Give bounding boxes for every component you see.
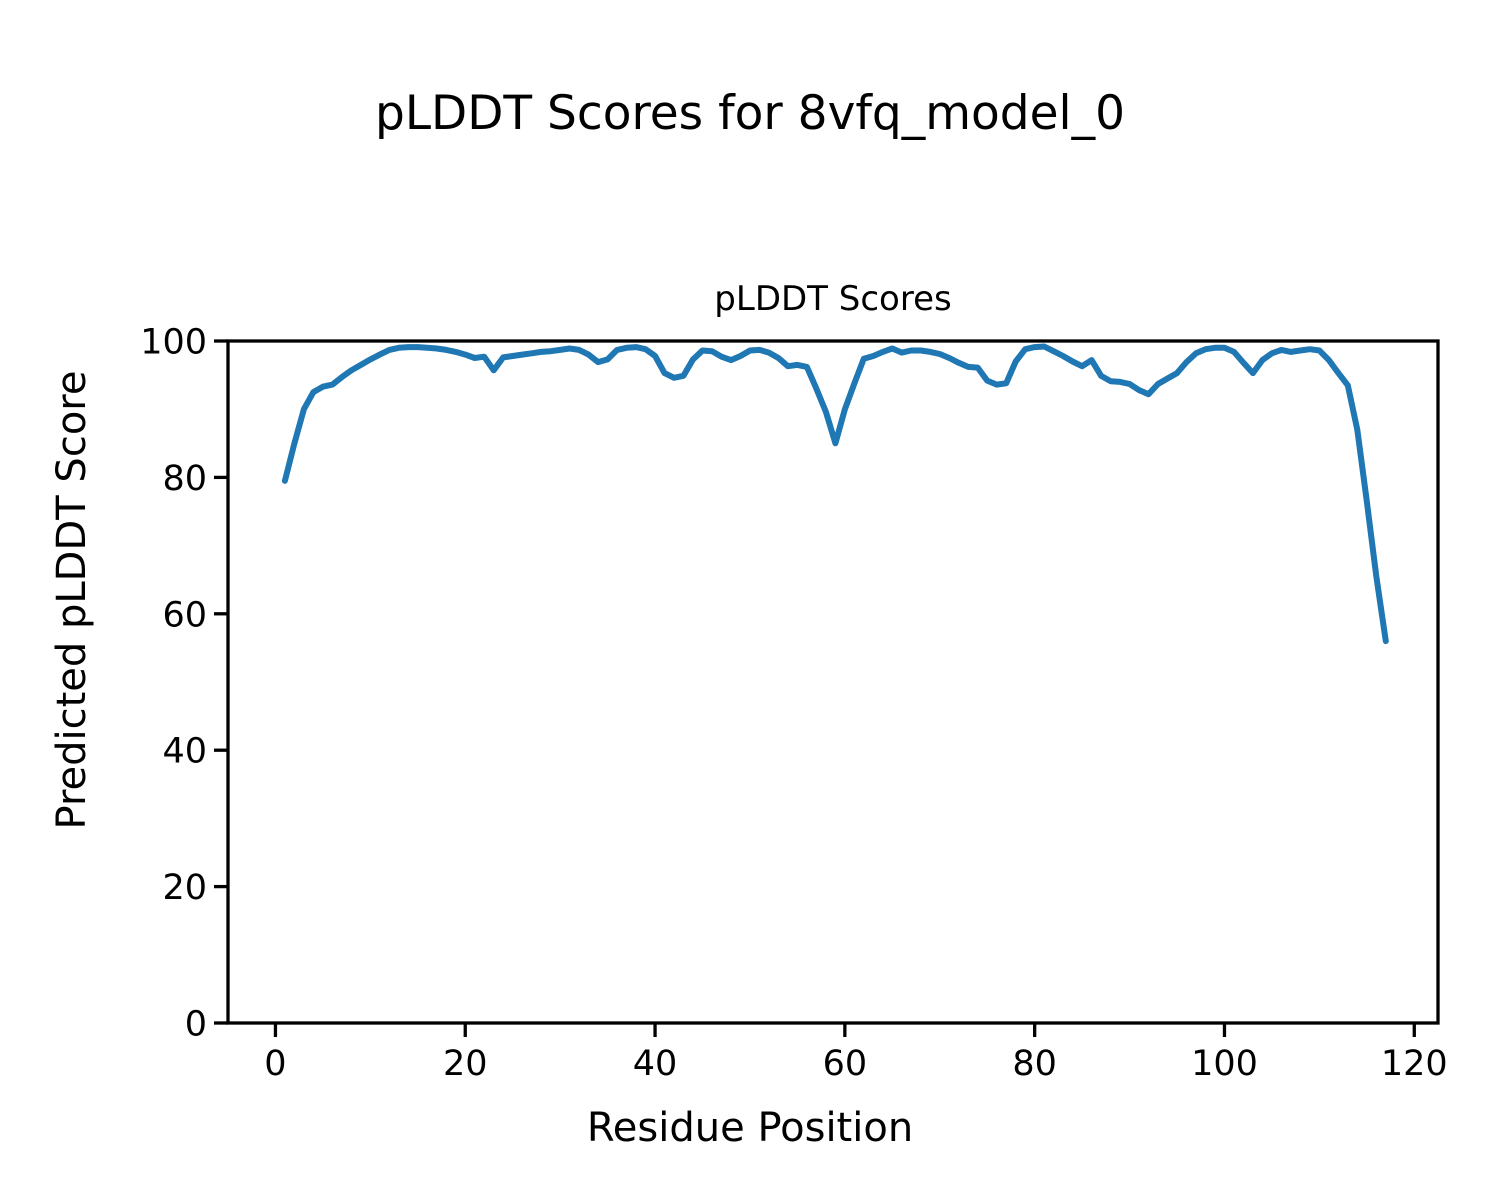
axes-title: pLDDT Scores xyxy=(714,279,952,319)
y-axis-label: Predicted pLDDT Score xyxy=(49,370,95,830)
y-tick-label: 20 xyxy=(162,868,207,908)
y-tick-label: 60 xyxy=(162,595,207,635)
x-tick-label: 20 xyxy=(443,1044,488,1084)
y-tick-label: 40 xyxy=(162,732,207,772)
figure-title: pLDDT Scores for 8vfq_model_0 xyxy=(374,86,1126,141)
x-tick-label: 80 xyxy=(1012,1044,1057,1084)
y-tick-label: 0 xyxy=(185,1005,207,1045)
x-tick-label: 0 xyxy=(264,1044,286,1084)
x-tick-label: 40 xyxy=(633,1044,678,1084)
plddt-line xyxy=(281,343,1389,645)
x-axis-label: Residue Position xyxy=(586,1105,914,1151)
y-tick-label: 80 xyxy=(162,459,207,499)
x-tick-label: 120 xyxy=(1381,1044,1448,1084)
axes-frame xyxy=(226,339,1440,1025)
y-tick-label: 100 xyxy=(140,323,207,363)
x-tick-label: 100 xyxy=(1191,1044,1258,1084)
x-tick-label: 60 xyxy=(823,1044,868,1084)
